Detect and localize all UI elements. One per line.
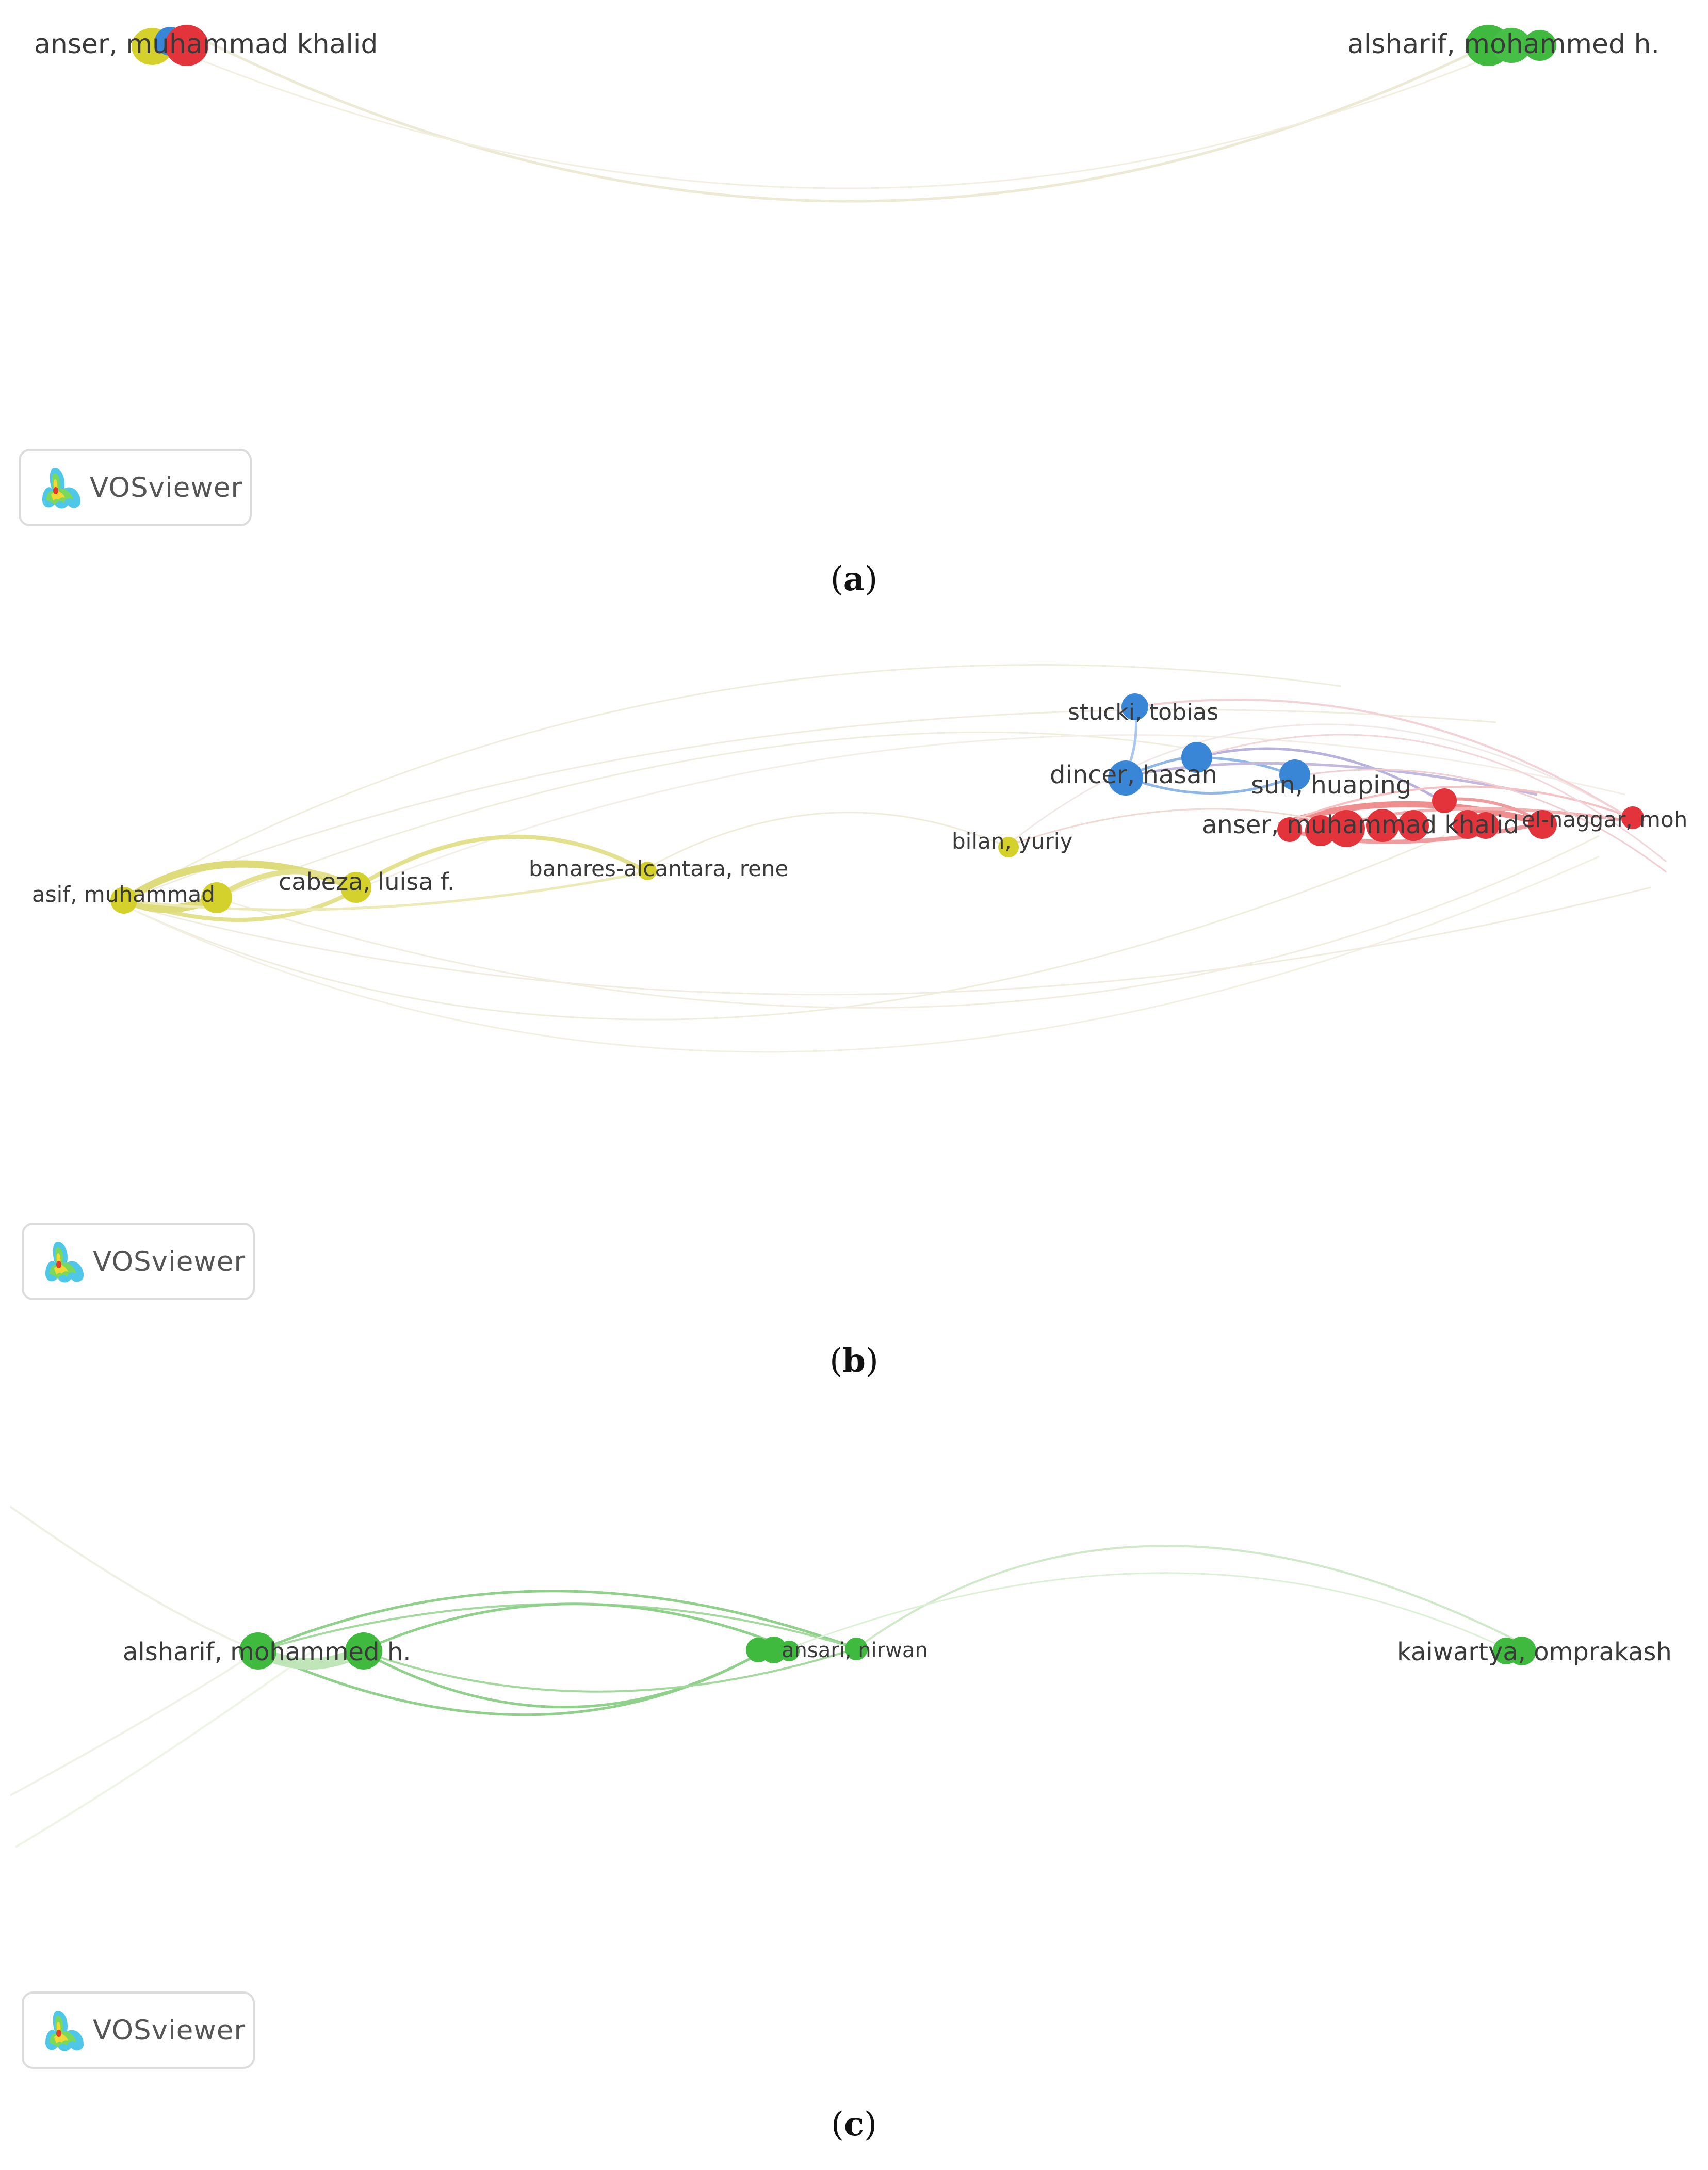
vosviewer-logo-icon xyxy=(42,468,81,509)
node-red-4[interactable] xyxy=(1366,809,1399,842)
network-map-a[interactable]: anser, muhammad khalid alsharif, mohamme… xyxy=(0,0,1708,568)
node-banares[interactable] xyxy=(638,862,657,880)
node-kaiwartya-2[interactable] xyxy=(1507,1637,1536,1665)
links-faint-b xyxy=(118,664,1651,1053)
node-bilan[interactable] xyxy=(998,837,1019,857)
node-label: asif, muhammad xyxy=(32,882,215,907)
panel-caption-c: (c) xyxy=(831,2105,877,2144)
node-red-8[interactable] xyxy=(1472,812,1499,839)
node-blue-2[interactable] xyxy=(1181,742,1212,773)
node-alsharif-green-3[interactable] xyxy=(1523,30,1556,61)
node-el-naggar[interactable] xyxy=(1621,806,1644,829)
node-label: sun, huaping xyxy=(1251,771,1411,800)
node-red-3[interactable] xyxy=(1328,810,1365,847)
panel-caption-b: (b) xyxy=(829,1341,879,1380)
panel-b: stucki, tobias dincer, hasan sun, huapin… xyxy=(0,640,1708,1414)
node-label: ansari, nirwan xyxy=(782,1639,928,1662)
node-asif-2[interactable] xyxy=(201,882,232,913)
node-label: anser, muhammad khalid xyxy=(34,29,378,60)
node-alsharif-2[interactable] xyxy=(345,1632,382,1670)
node-ansari-4[interactable] xyxy=(845,1638,868,1660)
node-cabeza[interactable] xyxy=(340,872,371,903)
vosviewer-badge: VOSviewer xyxy=(22,1223,255,1300)
node-label: stucki, tobias xyxy=(1068,699,1218,725)
node-ansari-3[interactable] xyxy=(779,1641,800,1661)
node-dincer[interactable] xyxy=(1108,760,1143,796)
link-a-2 xyxy=(154,40,1527,189)
network-map-c[interactable]: alsharif, mohammed h. ansari, nirwan kai… xyxy=(0,1476,1708,2069)
link-a-1 xyxy=(195,35,1507,203)
node-label: alsharif, mohammed h. xyxy=(123,1638,411,1666)
vosviewer-logo-icon xyxy=(45,1242,84,1283)
node-stucki[interactable] xyxy=(1121,693,1148,720)
node-label: dincer, hasan xyxy=(1050,760,1217,789)
node-label: anser, muhammad khalid xyxy=(1202,811,1519,839)
links-green-c xyxy=(255,1545,1527,1716)
node-label: cabeza, luisa f. xyxy=(279,868,455,896)
node-label: kaiwartya, omprakash xyxy=(1397,1638,1672,1666)
node-alsharif-green-2[interactable] xyxy=(1492,28,1531,63)
node-label: el-naggar, moh xyxy=(1522,807,1687,832)
node-label: banares-alcantara, rene xyxy=(529,856,788,881)
vosviewer-logo-text: VOSviewer xyxy=(93,2014,246,2046)
node-ansari-2[interactable] xyxy=(760,1637,787,1663)
node-sun[interactable] xyxy=(1279,759,1310,790)
node-alsharif-1[interactable] xyxy=(239,1632,276,1670)
vosviewer-badge: VOSviewer xyxy=(22,1991,255,2069)
vosviewer-logo-text: VOSviewer xyxy=(90,472,243,504)
node-label: bilan, yuriy xyxy=(952,829,1072,854)
node-red-2[interactable] xyxy=(1305,815,1336,846)
panel-a: anser, muhammad khalid alsharif, mohamme… xyxy=(0,0,1708,619)
node-red-9[interactable] xyxy=(1528,810,1557,839)
node-anser-red[interactable] xyxy=(165,25,208,66)
vosviewer-logo-icon xyxy=(45,2011,84,2051)
network-map-b[interactable]: stucki, tobias dincer, hasan sun, huapin… xyxy=(0,640,1708,1310)
node-asif[interactable] xyxy=(110,887,137,914)
links-faint-c xyxy=(9,1505,321,1848)
node-red-1[interactable] xyxy=(1277,817,1302,842)
node-red-6[interactable] xyxy=(1432,788,1457,813)
vosviewer-logo-text: VOSviewer xyxy=(93,1245,246,1277)
panel-c: alsharif, mohammed h. ansari, nirwan kai… xyxy=(0,1476,1708,2170)
panel-caption-a: (a) xyxy=(830,560,878,598)
node-red-5[interactable] xyxy=(1398,810,1429,841)
vosviewer-badge: VOSviewer xyxy=(19,449,252,526)
node-label: alsharif, mohammed h. xyxy=(1347,29,1660,60)
